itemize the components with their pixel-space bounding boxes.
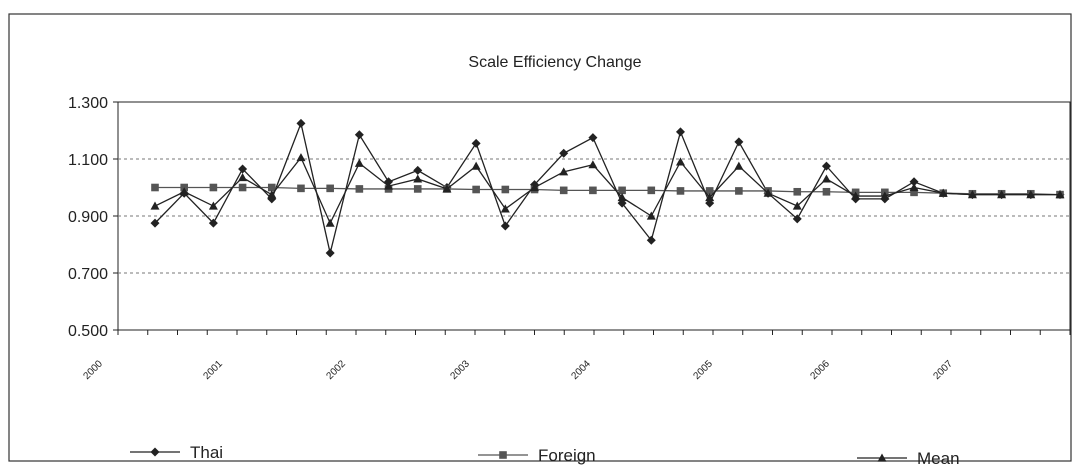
series-mean-point <box>530 183 540 192</box>
series-thai-point <box>471 138 481 148</box>
series-thai-point <box>734 137 744 147</box>
y-tick-label: 1.100 <box>68 152 108 169</box>
series-mean-point <box>880 191 890 200</box>
series-mean-point <box>179 187 189 196</box>
series-mean-point <box>588 160 598 169</box>
series-foreign-point <box>822 187 831 196</box>
series-mean-point <box>734 161 744 170</box>
series-mean-point <box>267 190 277 199</box>
series-foreign-point <box>910 188 918 197</box>
series-mean-point <box>354 158 364 167</box>
series-foreign-point <box>705 187 714 195</box>
series-mean-line <box>154 156 1060 225</box>
series-mean-point <box>967 190 977 199</box>
series-foreign-point <box>472 185 480 194</box>
series-foreign-point <box>297 184 305 193</box>
series-mean-point <box>559 167 569 176</box>
series-thai-point <box>675 127 685 137</box>
legend: Thai Foreign Mean <box>130 443 960 467</box>
series-mean-point <box>675 157 685 166</box>
series-foreign-point <box>559 186 568 195</box>
chart-title: Scale Efficiency Change <box>468 54 641 71</box>
series-mean-point <box>442 184 452 193</box>
legend-item-foreign: Foreign <box>478 446 596 465</box>
series-foreign-point <box>647 186 656 195</box>
series-thai-point <box>909 177 919 187</box>
series-mean-point <box>500 204 510 213</box>
legend-label: Mean <box>917 449 960 467</box>
series-mean-point <box>1026 190 1036 199</box>
series-mean-point <box>821 174 831 183</box>
series-thai <box>150 118 1065 258</box>
series-foreign-point <box>238 183 247 192</box>
series-mean-point <box>705 192 715 202</box>
series-thai-point <box>588 133 598 143</box>
series-foreign-point <box>793 187 802 196</box>
series-thai-point <box>150 218 160 228</box>
series-thai-point <box>646 235 656 245</box>
series-foreign-point <box>209 183 218 192</box>
gridlines <box>118 158 1070 274</box>
series-mean-point <box>208 201 218 210</box>
y-tick-label: 0.900 <box>68 209 108 226</box>
series-mean-point <box>150 201 160 210</box>
series-mean-point <box>1055 190 1065 199</box>
series-thai-point <box>354 130 364 140</box>
series-mean-point <box>471 161 481 170</box>
series-mean-point <box>617 192 627 202</box>
series-thai-point <box>559 148 569 158</box>
series-thai-point <box>821 161 831 171</box>
series-thai-point <box>238 164 248 174</box>
series-foreign-point <box>355 185 364 193</box>
series-thai-point <box>792 214 802 224</box>
series-mean-point <box>646 211 656 220</box>
series-mean-point <box>851 191 861 200</box>
series-mean-point <box>997 190 1007 199</box>
y-tick-label: 1.300 <box>68 95 108 112</box>
legend-thai-point <box>150 447 160 457</box>
series-thai-point <box>296 118 306 128</box>
series-mean-point <box>909 183 919 192</box>
series-foreign-point <box>589 186 597 195</box>
series-thai-point <box>208 218 218 228</box>
legend-label: Thai <box>190 443 223 462</box>
y-tick-label: 0.700 <box>68 266 108 283</box>
series-foreign-point <box>501 185 510 194</box>
series-thai-line <box>154 121 1060 254</box>
series-mean <box>150 153 1065 227</box>
legend-item-thai: Thai <box>130 443 223 462</box>
series-thai-point <box>500 221 510 231</box>
series-mean-point <box>763 188 773 197</box>
y-axis-ticks: 1.300 1.100 0.900 0.700 0.500 <box>68 95 118 340</box>
series-foreign-point <box>267 183 276 192</box>
legend-label: Foreign <box>538 446 596 465</box>
legend-mean-point <box>877 453 887 462</box>
legend-item-mean: Mean <box>857 449 960 467</box>
series-mean-point <box>938 188 948 197</box>
series-thai-point <box>325 248 335 258</box>
series-foreign-line <box>155 186 1061 196</box>
series-mean-point <box>413 174 423 183</box>
series-foreign-point <box>618 186 626 195</box>
series-thai-point <box>413 165 423 175</box>
series-foreign-point <box>735 187 743 195</box>
series-mean-point <box>296 153 306 162</box>
series-mean-point <box>325 218 335 227</box>
series-mean-point <box>792 201 802 210</box>
chart-border <box>8 13 1072 462</box>
series-mean-point <box>384 181 394 190</box>
series-foreign-point <box>151 183 159 192</box>
series-foreign-point <box>413 185 422 193</box>
series-foreign-point <box>326 184 334 193</box>
legend-foreign-point <box>499 451 507 459</box>
series-lines <box>150 118 1065 258</box>
series-mean-point <box>238 173 248 182</box>
y-tick-label: 0.500 <box>68 323 108 340</box>
series-foreign-point <box>676 187 685 195</box>
